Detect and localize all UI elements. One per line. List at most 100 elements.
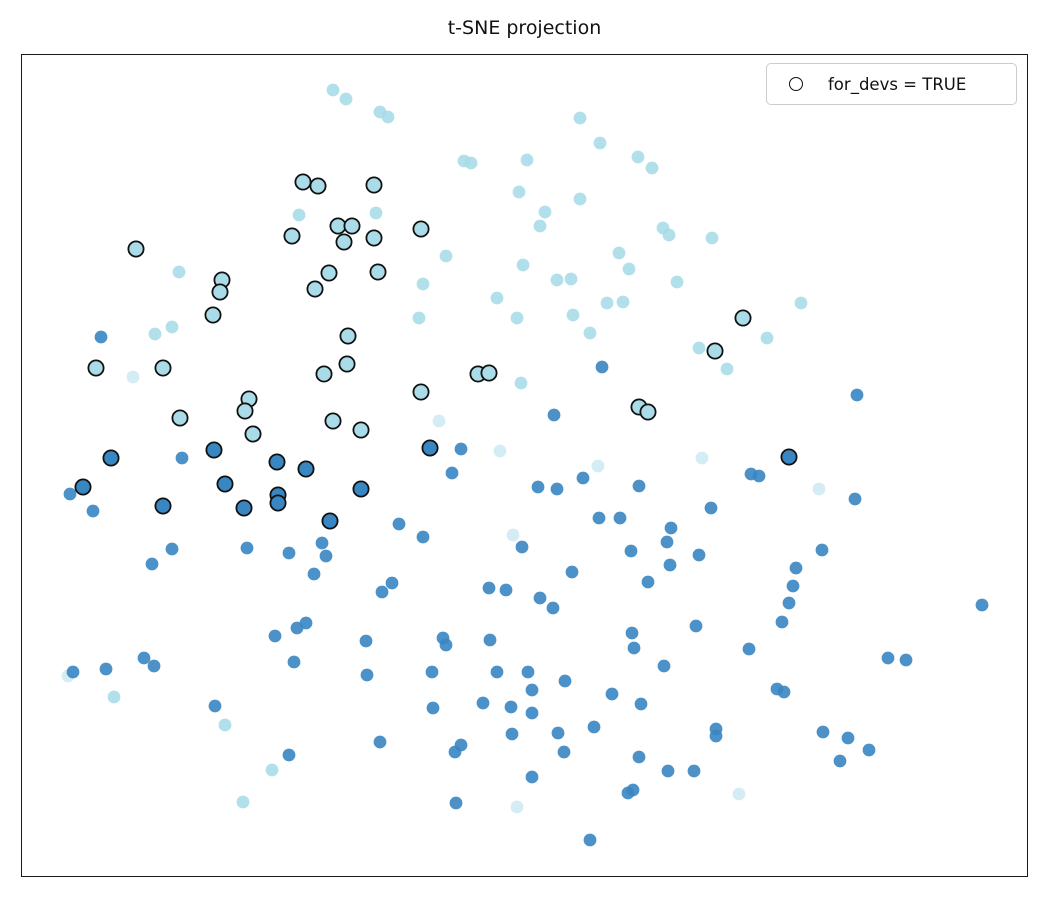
scatter-point (525, 683, 539, 697)
scatter-point (307, 567, 321, 581)
scatter-point-for-devs (211, 283, 229, 301)
scatter-point (752, 469, 766, 483)
scatter-point (557, 745, 571, 759)
scatter-point-for-devs (154, 359, 172, 377)
scatter-point (454, 442, 468, 456)
scatter-point (812, 482, 826, 496)
scatter-point-for-devs (315, 365, 333, 383)
scatter-point-for-devs (352, 480, 370, 498)
scatter-point-for-devs (339, 327, 357, 345)
scatter-point-for-devs (480, 364, 498, 382)
scatter-point (512, 185, 526, 199)
scatter-point (550, 482, 564, 496)
scatter-point-for-devs (365, 176, 383, 194)
scatter-point (240, 541, 254, 555)
scatter-point (576, 471, 590, 485)
scatter-point-for-devs (306, 280, 324, 298)
scatter-point (490, 665, 504, 679)
scatter-point (662, 228, 676, 242)
open-circle-icon (789, 77, 803, 91)
scatter-point (107, 690, 121, 704)
scatter-point (573, 111, 587, 125)
scatter-point (551, 726, 565, 740)
scatter-point (506, 528, 520, 542)
scatter-point-for-devs (343, 217, 361, 235)
scatter-point (299, 616, 313, 630)
scatter-point (490, 291, 504, 305)
scatter-point-for-devs (297, 460, 315, 478)
scatter-point-for-devs (706, 342, 724, 360)
scatter-point (525, 770, 539, 784)
scatter-point (692, 548, 706, 562)
scatter-point (145, 557, 159, 571)
scatter-point (816, 725, 830, 739)
scatter-point (664, 521, 678, 535)
scatter-point (848, 492, 862, 506)
scatter-point (626, 783, 640, 797)
scatter-point (705, 231, 719, 245)
scatter-point (208, 699, 222, 713)
scatter-point (899, 653, 913, 667)
scatter-point (622, 262, 636, 276)
scatter-point (499, 583, 513, 597)
scatter-point (624, 544, 638, 558)
scatter-point (66, 665, 80, 679)
scatter-point (493, 444, 507, 458)
scatter-point (625, 626, 639, 640)
scatter-point-for-devs (780, 448, 798, 466)
scatter-point (531, 480, 545, 494)
scatter-point (516, 258, 530, 272)
scatter-point (815, 543, 829, 557)
scatter-point (425, 665, 439, 679)
scatter-point (86, 504, 100, 518)
scatter-point (533, 591, 547, 605)
scatter-point-for-devs (154, 497, 172, 515)
scatter-point (339, 92, 353, 106)
scatter-point (661, 764, 675, 778)
scatter-point (392, 517, 406, 531)
scatter-point (632, 479, 646, 493)
scatter-point (605, 687, 619, 701)
scatter-point (265, 763, 279, 777)
scatter-point-for-devs (421, 439, 439, 457)
scatter-point (315, 536, 329, 550)
scatter-point (538, 205, 552, 219)
scatter-point (786, 579, 800, 593)
scatter-point (175, 451, 189, 465)
scatter-point (645, 161, 659, 175)
scatter-point (416, 277, 430, 291)
scatter-point (369, 206, 383, 220)
scatter-point-for-devs (352, 421, 370, 439)
scatter-point (381, 110, 395, 124)
scatter-point (439, 638, 453, 652)
scatter-point-for-devs (734, 309, 752, 327)
scatter-point (514, 376, 528, 390)
scatter-point-for-devs (321, 512, 339, 530)
scatter-point (165, 320, 179, 334)
scatter-point (775, 615, 789, 629)
scatter-point (416, 530, 430, 544)
scatter-point (566, 308, 580, 322)
scatter-point-for-devs (204, 306, 222, 324)
scatter-point (657, 659, 671, 673)
scatter-point (550, 273, 564, 287)
scatter-point (600, 296, 614, 310)
scatter-point (520, 153, 534, 167)
scatter-point (663, 558, 677, 572)
scatter-point (881, 651, 895, 665)
scatter-point (587, 720, 601, 734)
scatter-point (794, 296, 808, 310)
scatter-point (521, 665, 535, 679)
scatter-point (732, 787, 746, 801)
scatter-point (449, 796, 463, 810)
scatter-point (218, 718, 232, 732)
scatter-point (616, 295, 630, 309)
scatter-point (482, 581, 496, 595)
scatter-point (148, 327, 162, 341)
scatter-point-for-devs (320, 264, 338, 282)
scatter-point (833, 754, 847, 768)
scatter-point-for-devs (268, 453, 286, 471)
scatter-point-for-devs (244, 425, 262, 443)
scatter-point (564, 272, 578, 286)
